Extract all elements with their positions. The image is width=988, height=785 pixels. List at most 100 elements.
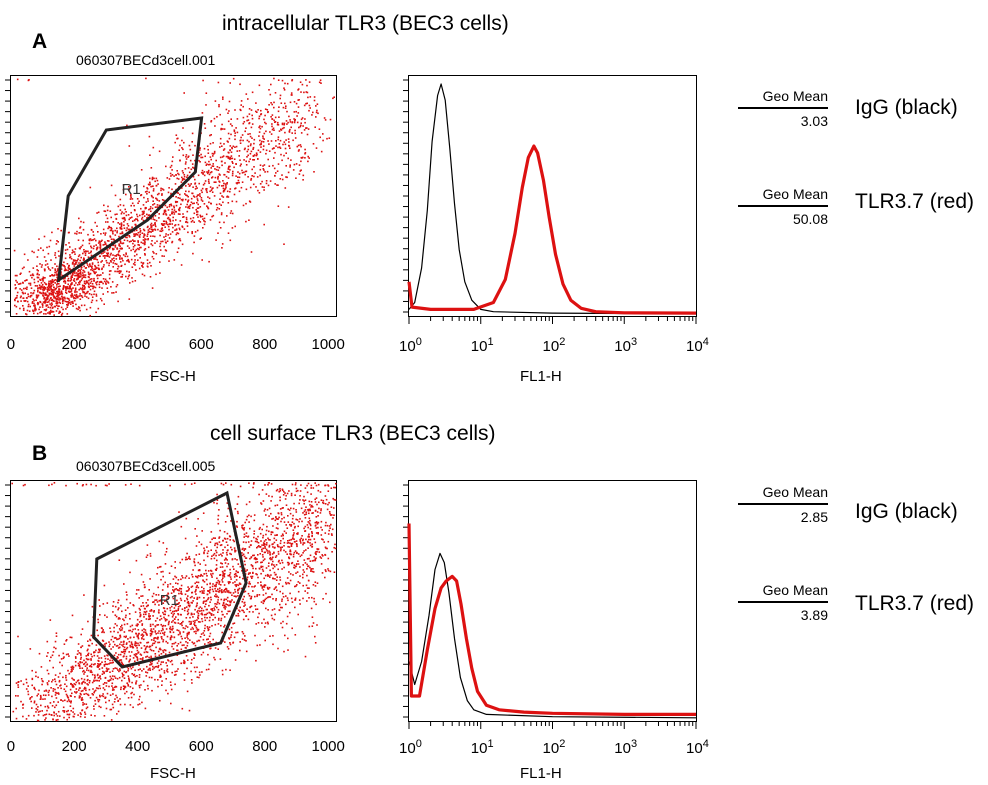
scatter-point bbox=[129, 198, 132, 200]
scatter-point bbox=[199, 674, 201, 676]
scatter-point bbox=[270, 116, 272, 118]
scatter-point bbox=[210, 598, 212, 601]
scatter-point bbox=[205, 92, 208, 94]
scatter-point bbox=[58, 301, 61, 303]
scatter-point bbox=[146, 554, 149, 556]
scatter-point bbox=[108, 225, 110, 228]
scatter-point bbox=[285, 139, 287, 141]
scatter-point bbox=[310, 568, 312, 571]
scatter-point bbox=[214, 616, 216, 619]
scatter-point bbox=[124, 208, 126, 211]
scatter-point bbox=[27, 259, 29, 261]
scatter-point bbox=[165, 628, 168, 630]
scatter-point bbox=[242, 541, 245, 543]
scatter-point bbox=[87, 654, 89, 657]
scatter-point bbox=[161, 680, 163, 682]
scatter-point bbox=[128, 298, 131, 300]
scatter-point bbox=[300, 537, 302, 540]
scatter-point bbox=[60, 684, 62, 686]
scatter-point bbox=[233, 129, 236, 131]
scatter-point bbox=[23, 266, 25, 269]
scatter-point bbox=[108, 645, 111, 648]
scatter-point bbox=[313, 171, 315, 173]
scatter-point bbox=[218, 581, 221, 584]
scatter-point bbox=[299, 603, 301, 605]
scatter-point bbox=[115, 291, 117, 293]
scatter-point bbox=[191, 585, 194, 588]
scatter-point bbox=[281, 568, 283, 570]
scatter-point bbox=[45, 297, 48, 300]
scatter-point bbox=[127, 258, 130, 261]
scatter-point bbox=[251, 585, 253, 588]
scatter-point bbox=[195, 630, 197, 633]
scatter-point bbox=[164, 553, 166, 556]
scatter-point bbox=[122, 685, 125, 687]
scatter-point bbox=[289, 147, 291, 149]
scatter-point bbox=[232, 622, 234, 625]
scatter-point bbox=[189, 148, 192, 151]
scatter-point bbox=[155, 198, 158, 200]
scatter-point bbox=[191, 658, 193, 661]
scatter-point bbox=[179, 220, 182, 222]
scatter-point bbox=[283, 89, 286, 91]
scatter-point bbox=[240, 139, 242, 142]
scatter-point bbox=[161, 227, 163, 229]
scatter-point bbox=[269, 554, 271, 556]
scatter-point bbox=[149, 261, 151, 264]
scatter-point bbox=[290, 507, 292, 510]
scatter-point bbox=[222, 604, 224, 607]
scatter-point bbox=[82, 670, 84, 673]
scatter-point bbox=[311, 545, 314, 548]
scatter-point bbox=[80, 699, 83, 701]
scatter-point bbox=[82, 269, 84, 272]
scatter-point bbox=[275, 539, 278, 541]
scatter-point bbox=[291, 94, 293, 96]
scatter-point bbox=[324, 576, 326, 579]
scatter-point bbox=[109, 229, 112, 232]
scatter-point bbox=[242, 116, 245, 119]
scatter-point bbox=[283, 126, 285, 129]
scatter-point bbox=[118, 628, 121, 630]
scatter-point bbox=[143, 651, 146, 654]
scatter-point bbox=[58, 305, 60, 307]
scatter-point bbox=[217, 522, 220, 525]
scatter-point bbox=[104, 657, 107, 660]
scatter-point bbox=[40, 311, 43, 313]
scatter-point bbox=[180, 181, 183, 183]
scatter-point bbox=[184, 198, 187, 201]
scatter-point bbox=[121, 258, 123, 260]
scatter-point bbox=[40, 247, 42, 249]
scatter-point bbox=[88, 242, 91, 245]
scatter-point bbox=[105, 701, 107, 704]
scatter-point bbox=[238, 150, 241, 152]
scatter-point bbox=[97, 673, 99, 676]
scatter-point bbox=[175, 588, 178, 590]
scatter-point bbox=[163, 672, 166, 674]
scatter-point bbox=[160, 617, 163, 620]
scatter-point bbox=[94, 264, 96, 267]
scatter-point bbox=[39, 710, 41, 713]
scatter-point bbox=[138, 632, 140, 635]
scatter-point bbox=[300, 160, 302, 163]
scatter-point bbox=[251, 565, 254, 568]
scatter-point bbox=[219, 227, 222, 229]
scatter-point bbox=[86, 264, 89, 266]
scatter-point bbox=[152, 623, 154, 626]
scatter-point bbox=[280, 102, 283, 104]
scatter-point bbox=[201, 530, 203, 532]
scatter-point bbox=[273, 565, 276, 568]
scatter-point bbox=[175, 603, 177, 606]
scatter-point bbox=[22, 307, 25, 310]
scatter-point bbox=[165, 213, 167, 215]
scatter-point bbox=[305, 127, 307, 129]
scatter-point bbox=[212, 142, 214, 144]
scatter-point bbox=[229, 539, 231, 541]
scatter-point bbox=[209, 601, 211, 603]
scatter-point bbox=[51, 303, 53, 306]
scatter-point bbox=[224, 546, 226, 549]
scatter-point bbox=[155, 219, 158, 222]
scatter-point bbox=[206, 163, 208, 165]
scatter-point bbox=[204, 564, 207, 566]
scatter-point bbox=[284, 82, 286, 85]
scatter-point bbox=[227, 600, 229, 602]
